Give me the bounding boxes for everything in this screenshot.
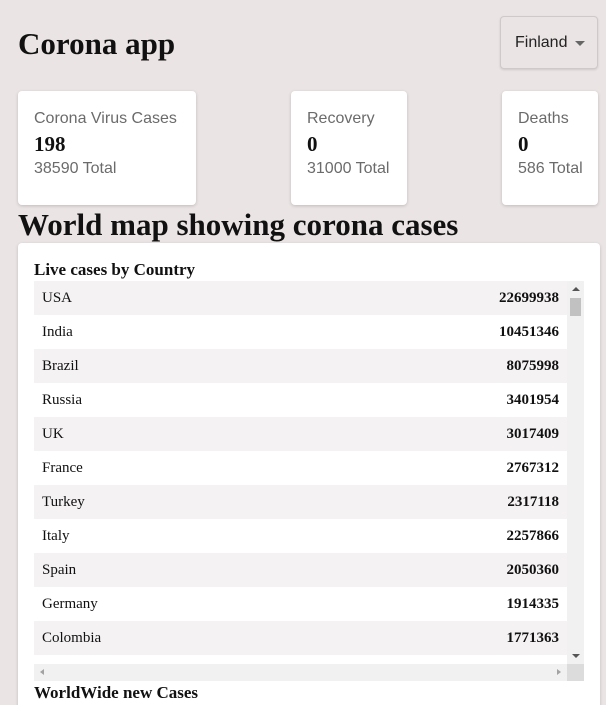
country-name: Colombia (42, 629, 102, 646)
scroll-thumb[interactable] (570, 298, 581, 316)
vertical-scrollbar[interactable] (567, 281, 584, 664)
live-cases-card: Live cases by Country USA 22699938 India… (18, 243, 600, 705)
table-row: Russia 3401954 (34, 383, 567, 417)
table-row: Brazil 8075998 (34, 349, 567, 383)
country-cases: 2317118 (507, 493, 559, 510)
country-cases: 22699938 (499, 289, 559, 306)
recovery-total: 31000 Total (307, 160, 390, 177)
country-cases: 1771363 (506, 629, 560, 646)
country-cases: 3401954 (506, 391, 560, 408)
deaths-total: 586 Total (518, 160, 583, 177)
deaths-value: 0 (518, 132, 529, 156)
country-cases: 2050360 (506, 561, 560, 578)
country-name: Germany (42, 595, 98, 612)
country-cases: 10451346 (499, 323, 559, 340)
country-cases: 2257866 (506, 527, 560, 544)
table-row: Spain 2050360 (34, 553, 567, 587)
app-title: Corona app (18, 26, 176, 61)
table-row: India 10451346 (34, 315, 567, 349)
table-row: Turkey 2317118 (34, 485, 567, 519)
cases-value: 198 (34, 132, 66, 156)
recovery-card: Recovery 0 31000 Total (291, 91, 407, 205)
scrollbar-corner (567, 664, 584, 681)
country-name: France (42, 459, 83, 476)
map-heading: World map showing corona cases (18, 207, 459, 242)
country-name: Russia (42, 391, 83, 408)
recovery-value: 0 (307, 132, 318, 156)
country-name: USA (42, 289, 73, 306)
table-row: USA 22699938 (34, 281, 567, 315)
table-row: Italy 2257866 (34, 519, 567, 553)
country-cases: 1914335 (506, 595, 560, 612)
recovery-label: Recovery (307, 110, 375, 127)
cases-label: Corona Virus Cases (34, 110, 177, 127)
country-name: Turkey (42, 493, 85, 510)
cases-total: 38590 Total (34, 160, 117, 177)
country-select[interactable]: Finland (500, 16, 598, 69)
horizontal-scrollbar[interactable] (34, 664, 567, 681)
deaths-card: Deaths 0 586 Total (502, 91, 598, 205)
country-select-value: Finland (515, 33, 568, 51)
live-cases-heading: Live cases by Country (34, 260, 196, 279)
table-row: Germany 1914335 (34, 587, 567, 621)
table-row: UK 3017409 (34, 417, 567, 451)
country-name: Brazil (42, 357, 79, 374)
country-cases: 2767312 (506, 459, 560, 476)
country-name: UK (42, 425, 64, 442)
scroll-right-icon[interactable] (557, 669, 561, 675)
live-cases-table: USA 22699938 India 10451346 Brazil 80759… (34, 281, 584, 681)
cases-card: Corona Virus Cases 198 38590 Total (18, 91, 196, 205)
scroll-up-icon[interactable] (572, 287, 580, 291)
country-name: Italy (42, 527, 70, 544)
country-name: India (42, 323, 73, 340)
country-cases: 3017409 (506, 425, 560, 442)
country-cases: 8075998 (506, 357, 560, 374)
table-row: France 2767312 (34, 451, 567, 485)
scroll-down-icon[interactable] (572, 654, 580, 658)
country-name: Spain (42, 561, 77, 578)
deaths-label: Deaths (518, 110, 569, 127)
worldwide-new-cases-heading: WorldWide new Cases (34, 683, 199, 702)
table-row: Colombia 1771363 (34, 621, 567, 655)
live-cases-rows: USA 22699938 India 10451346 Brazil 80759… (34, 281, 567, 655)
caret-down-icon (575, 41, 585, 46)
scroll-left-icon[interactable] (40, 669, 44, 675)
